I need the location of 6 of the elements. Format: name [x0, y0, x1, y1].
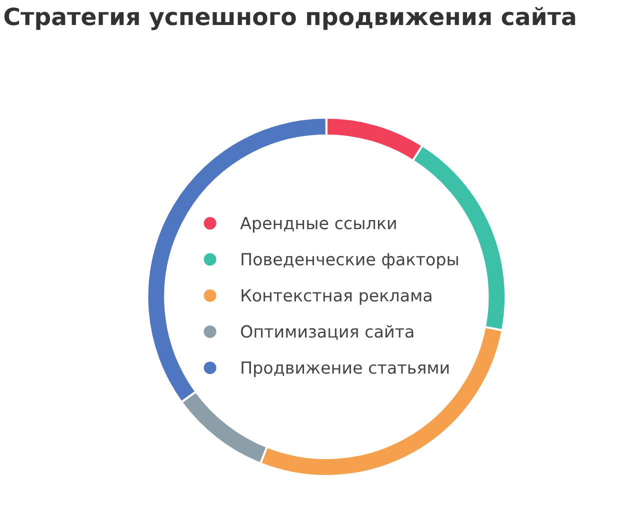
legend-label: Поведенческие факторы	[242, 253, 458, 269]
legend-label: Арендные ссылки	[240, 216, 396, 233]
legend-label: Контекстная реклама	[242, 289, 432, 305]
chart-title: Стратегия успешного продвижения сайта	[4, 6, 576, 30]
legend-label: Продвижение статьями	[242, 362, 449, 378]
legend-label: Оптимизация сайта	[240, 324, 414, 340]
